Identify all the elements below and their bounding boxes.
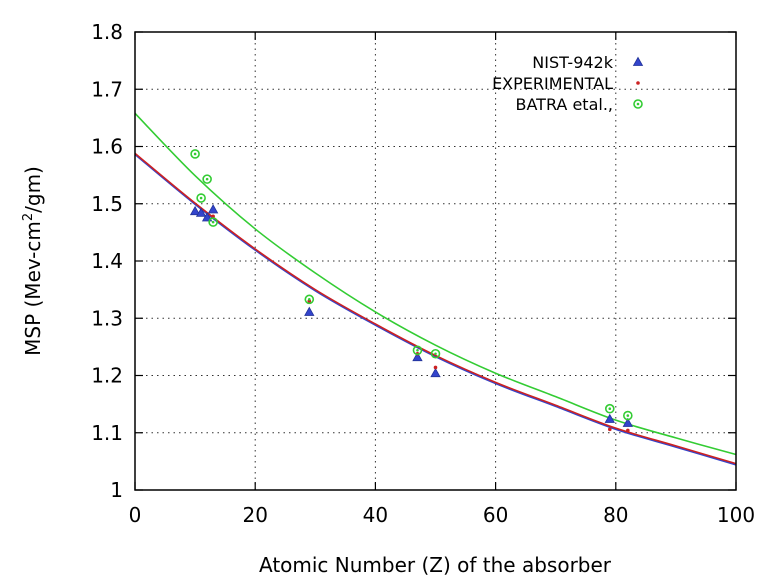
triangle-marker <box>195 207 207 217</box>
dot-marker <box>636 81 640 85</box>
legend-label: NIST-942k <box>532 53 613 72</box>
circle-dot-marker <box>304 294 315 305</box>
dot-marker <box>626 428 630 433</box>
circle-marker-ring <box>208 217 218 227</box>
circle-marker-ring <box>202 174 212 184</box>
triangle-marker <box>632 56 644 66</box>
legend: NIST-942k EXPERIMENTAL BATRA etal., <box>492 53 644 114</box>
circle-dot-marker <box>412 345 423 356</box>
circle-dot-marker <box>430 348 441 359</box>
x-tick-label: 0 <box>129 503 142 527</box>
grid-lines <box>134 31 737 491</box>
circle-dot-marker <box>202 174 212 184</box>
circle-marker-center <box>636 102 640 106</box>
circle-dot-marker <box>196 193 206 203</box>
x-tick-label: 20 <box>242 503 267 527</box>
circle-dot-marker <box>190 149 200 159</box>
triangle-marker <box>622 417 634 427</box>
circle-dot-marker <box>208 217 218 227</box>
circle-dot-marker <box>633 99 643 109</box>
circle-marker-center <box>626 414 630 417</box>
y-tick-label: 1.1 <box>91 421 123 445</box>
x-tick-label: 100 <box>717 503 755 527</box>
dot-marker <box>433 365 438 370</box>
x-tick-label: 60 <box>483 503 508 527</box>
circle-marker-ring <box>304 294 315 305</box>
dot-marker <box>607 427 612 432</box>
circle-marker-ring <box>412 345 423 356</box>
circle-marker-ring <box>623 410 633 421</box>
y-tick-label: 1 <box>110 478 123 502</box>
y-tick-label: 1.4 <box>91 249 123 273</box>
fit-curve <box>134 152 737 465</box>
circle-marker-center <box>193 152 197 156</box>
circle-marker-center <box>199 196 203 200</box>
y-tick-label: 1.3 <box>91 306 123 330</box>
x-tick-label: 80 <box>603 503 628 527</box>
triangle-marker <box>604 413 615 423</box>
x-axis-label: Atomic Number (Z) of the absorber <box>259 553 612 577</box>
triangle-marker <box>201 212 213 222</box>
legend-label: EXPERIMENTAL <box>492 74 613 93</box>
triangle-marker <box>189 205 201 216</box>
fit-curve <box>134 153 737 466</box>
triangle-marker <box>207 204 219 214</box>
y-tick-label: 1.8 <box>91 20 123 44</box>
circle-marker-center <box>211 220 215 224</box>
circle-marker-ring <box>430 348 441 359</box>
plot-frame <box>134 31 737 491</box>
circle-marker-center <box>608 407 612 411</box>
circle-marker-center <box>205 177 209 181</box>
y-axis-label-superscript: 2 <box>21 213 36 221</box>
fit-curves <box>134 112 737 466</box>
y-axis-label: MSP (Mev-cm2/gm) <box>21 166 45 356</box>
axis-ticks: 1 1.1 1.2 1.3 1.4 1.5 1.6 1.7 1.8 0 20 40 60 80 100 <box>91 20 755 527</box>
y-tick-label: 1.2 <box>91 364 123 388</box>
circle-marker-ring <box>190 149 200 159</box>
circle-marker-ring <box>633 99 643 109</box>
fit-curve <box>134 112 737 456</box>
circle-marker-center <box>307 298 311 301</box>
y-axis-label-unit: /gm) <box>21 166 45 213</box>
circle-marker-center <box>416 349 419 352</box>
triangle-marker <box>412 351 423 362</box>
y-tick-label: 1.7 <box>91 77 123 101</box>
data-markers <box>189 149 634 433</box>
x-tick-label: 40 <box>363 503 388 527</box>
circle-marker-ring <box>604 403 615 414</box>
circle-dot-marker <box>604 403 615 414</box>
dot-marker <box>211 214 215 219</box>
circle-marker-center <box>434 352 437 356</box>
circle-dot-marker <box>623 410 633 421</box>
y-axis-label-main: MSP (Mev-cm <box>21 221 45 356</box>
legend-label: BATRA etal., <box>516 95 614 114</box>
y-tick-label: 1.5 <box>91 192 123 216</box>
y-tick-label: 1.6 <box>91 135 123 159</box>
triangle-marker <box>304 306 315 316</box>
triangle-marker <box>430 367 441 378</box>
circle-marker-ring <box>196 193 206 203</box>
